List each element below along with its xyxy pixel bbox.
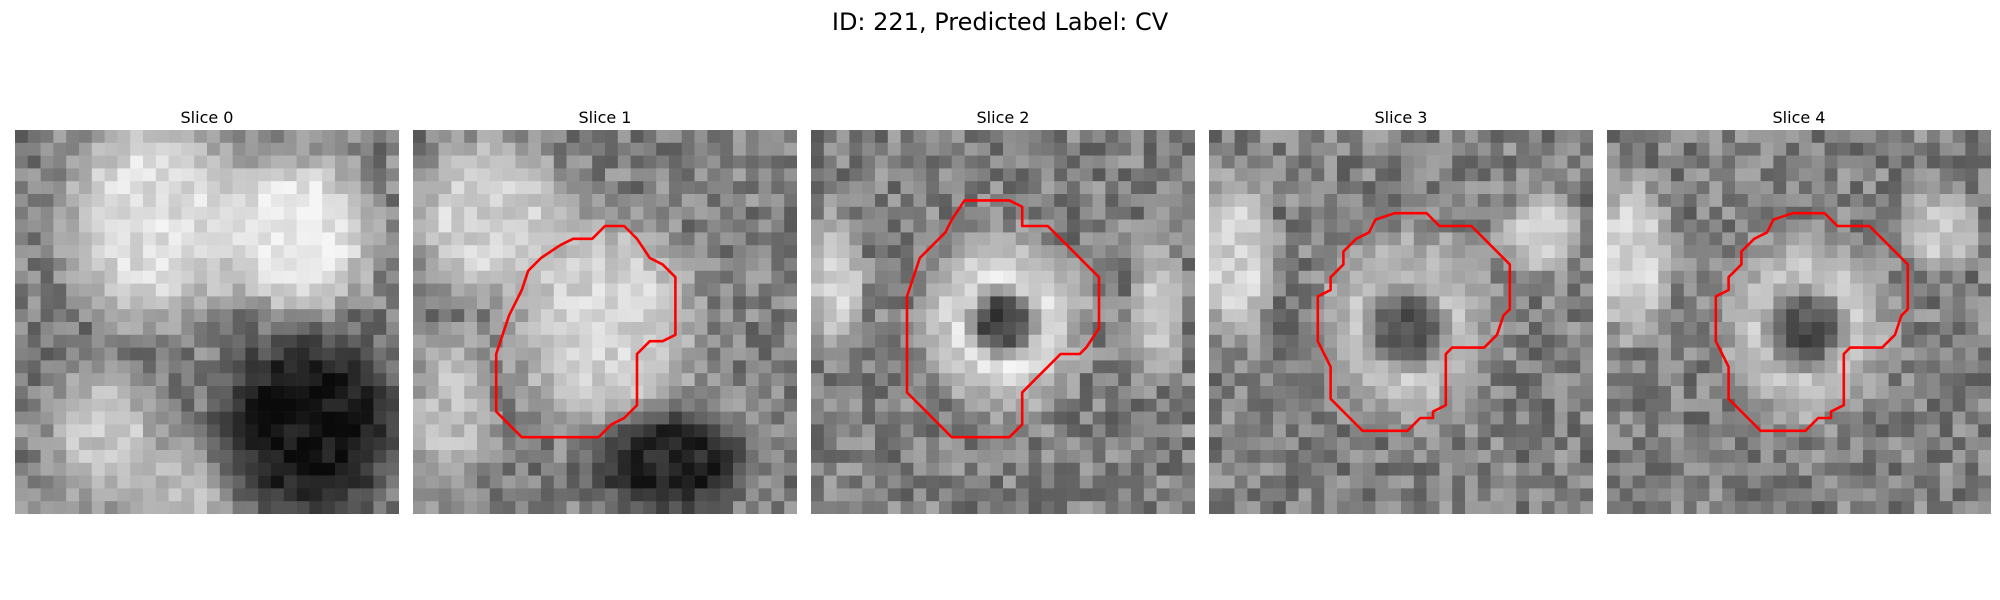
slice-title: Slice 4	[1772, 108, 1826, 127]
slice-panel-4: Slice 4	[1607, 108, 1991, 514]
slice-title: Slice 3	[1374, 108, 1428, 127]
segmentation-contour	[905, 199, 1101, 439]
slice-image	[413, 130, 797, 514]
slice-image	[1607, 130, 1991, 514]
slice-image	[1209, 130, 1593, 514]
slice-image	[15, 130, 399, 514]
slice-panel-2: Slice 2	[811, 108, 1195, 514]
slice-title: Slice 0	[180, 108, 234, 127]
segmentation-contour	[494, 224, 677, 439]
segmentation-contour	[1316, 211, 1512, 433]
slice-panel-0: Slice 0	[15, 108, 399, 514]
slice-panel-1: Slice 1	[413, 108, 797, 514]
slice-title: Slice 2	[976, 108, 1030, 127]
segmentation-contour	[1714, 211, 1910, 433]
slice-title: Slice 1	[578, 108, 632, 127]
slice-panel-3: Slice 3	[1209, 108, 1593, 514]
figure-title: ID: 221, Predicted Label: CV	[831, 8, 1169, 36]
slice-image	[811, 130, 1195, 514]
